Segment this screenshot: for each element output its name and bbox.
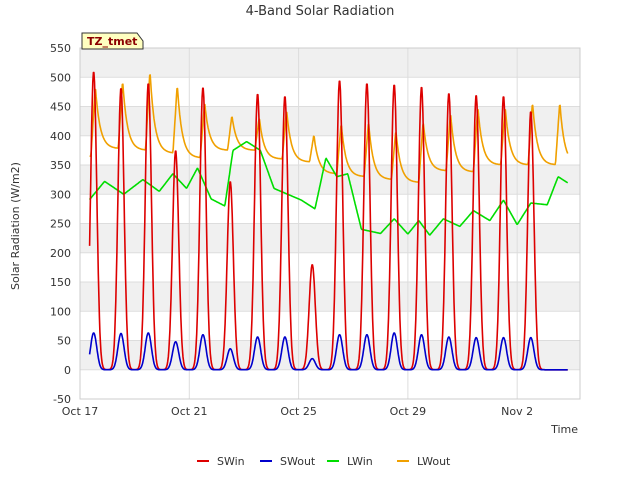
station-badge-label: TZ_tmet xyxy=(87,35,137,48)
series-line-swout xyxy=(88,332,568,371)
y-tick-label: 100 xyxy=(50,305,71,318)
y-tick-label: 300 xyxy=(50,188,71,201)
x-tick-label: Nov 2 xyxy=(501,405,533,418)
legend-label-swin: SWin xyxy=(217,455,245,468)
y-tick-label: 350 xyxy=(50,159,71,172)
y-tick-label: 50 xyxy=(57,335,71,348)
legend-label-swout: SWout xyxy=(280,455,316,468)
chart-title: 4-Band Solar Radiation xyxy=(246,4,395,19)
plot-frame xyxy=(79,47,581,400)
series-line-lwout xyxy=(89,74,569,183)
y-tick-label: 550 xyxy=(50,42,71,55)
y-tick-label: 400 xyxy=(50,130,71,143)
background-band xyxy=(80,106,580,136)
legend: SWin SWout LWin LWout xyxy=(197,455,451,468)
x-axis-title: Time xyxy=(550,423,578,436)
background-band xyxy=(80,48,580,78)
background-band xyxy=(80,165,580,195)
legend-label-lwout: LWout xyxy=(417,455,451,468)
y-tick-label: 200 xyxy=(50,247,71,260)
y-tick-label: 150 xyxy=(50,276,71,289)
background-band xyxy=(80,252,580,282)
y-axis-title: Solar Radiation (W/m2) xyxy=(9,162,22,290)
x-tick-label: Oct 29 xyxy=(390,405,427,418)
legend-label-lwin: LWin xyxy=(347,455,373,468)
background-band xyxy=(80,194,580,224)
y-tick-label: -50 xyxy=(53,393,71,406)
background-band xyxy=(80,77,580,107)
series-line-lwin xyxy=(88,141,569,236)
background-band xyxy=(80,369,580,399)
data-series xyxy=(88,71,569,371)
station-badge: TZ_tmet xyxy=(81,32,144,50)
station-badge-shape xyxy=(81,32,144,50)
background-band xyxy=(80,282,580,312)
x-tick-labels: Oct 17 Oct 21 Oct 25 Oct 29 Nov 2 xyxy=(62,405,533,418)
y-tick-labels: -50 0 50 100 150 200 250 300 350 400 450 500 550 xyxy=(50,42,71,406)
background-band xyxy=(80,223,580,253)
y-tick-label: 450 xyxy=(50,101,71,114)
y-tick-label: 500 xyxy=(50,71,71,84)
y-tick-label: 250 xyxy=(50,218,71,231)
x-tick-label: Oct 17 xyxy=(62,405,99,418)
x-tick-label: Oct 25 xyxy=(280,405,317,418)
y-tick-label: 0 xyxy=(64,364,71,377)
x-tick-label: Oct 21 xyxy=(171,405,208,418)
background-band xyxy=(80,135,580,165)
